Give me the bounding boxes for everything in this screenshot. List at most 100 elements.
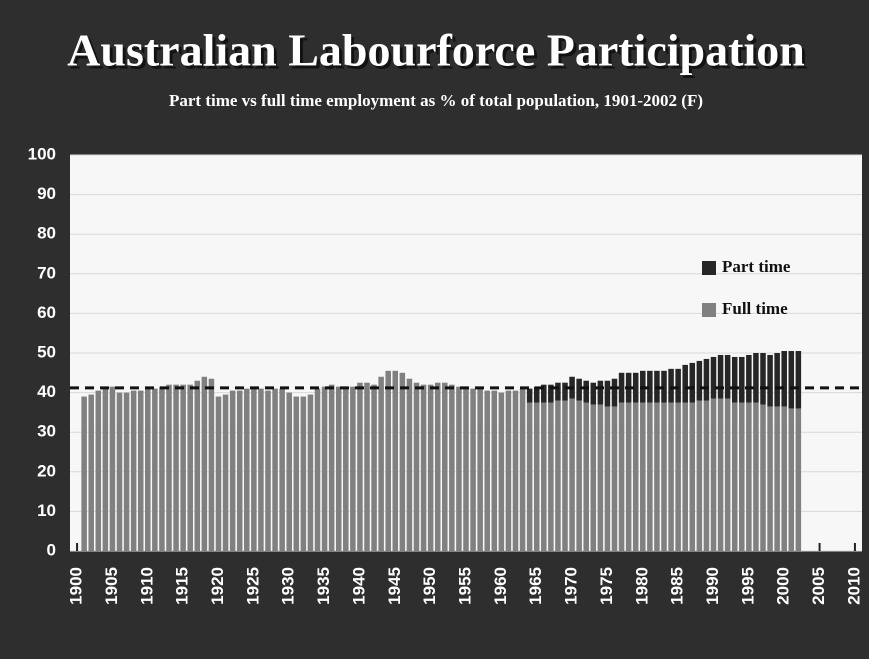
bar-segment xyxy=(434,382,441,551)
bar-segment xyxy=(102,388,109,551)
y-tick-label: 40 xyxy=(37,382,56,401)
bar-segment xyxy=(477,388,483,551)
y-tick-label: 80 xyxy=(37,224,56,243)
bar-segment xyxy=(724,398,731,551)
bar-segment xyxy=(774,353,780,407)
bar-segment xyxy=(95,390,102,551)
x-tick-label: 1965 xyxy=(526,567,545,605)
bar-segment xyxy=(781,351,787,407)
bar-segment xyxy=(590,404,597,551)
title-shadow: Australian Labourforce Participation xyxy=(70,28,808,79)
bar-segment xyxy=(456,386,462,551)
bar-segment xyxy=(88,394,94,551)
x-tick-label: 1945 xyxy=(385,567,404,605)
bar-segment xyxy=(654,402,660,551)
bar-segment xyxy=(541,384,547,403)
bar-segment xyxy=(753,353,759,403)
x-tick-label: 1975 xyxy=(597,567,616,605)
bar-segment xyxy=(576,400,582,551)
bar-segment xyxy=(682,402,688,551)
bar-segment xyxy=(251,388,257,551)
bar-segment xyxy=(286,392,292,551)
bar-segment xyxy=(739,356,745,403)
bar-segment xyxy=(795,408,802,551)
bar-segment xyxy=(385,370,391,551)
bar-segment xyxy=(364,382,370,551)
bar-segment xyxy=(109,386,116,551)
bar-segment xyxy=(300,396,307,551)
bar-segment xyxy=(611,378,618,407)
y-tick-label: 50 xyxy=(37,342,56,361)
bar-segment xyxy=(427,384,434,551)
bar-segment xyxy=(137,390,144,551)
bar-segment xyxy=(774,406,780,551)
x-tick-label: 1955 xyxy=(455,567,474,605)
bar-segment xyxy=(378,376,384,551)
bar-segment xyxy=(152,388,158,551)
bar-segment xyxy=(335,386,342,551)
bar-segment xyxy=(590,382,597,405)
legend-swatch xyxy=(702,303,716,317)
bar-segment xyxy=(187,384,193,551)
bar-segment xyxy=(597,404,604,551)
bar-segment xyxy=(116,392,123,551)
bar-segment xyxy=(562,400,568,551)
bar-segment xyxy=(208,378,215,551)
x-tick-label: 1990 xyxy=(703,567,722,605)
x-tick-label: 2005 xyxy=(809,567,828,605)
bar-segment xyxy=(526,388,533,403)
bar-segment xyxy=(194,380,201,551)
bar-segment xyxy=(491,390,498,551)
chart-subtitle: Part time vs full time employment as % o… xyxy=(169,91,703,110)
bar-segment xyxy=(420,384,427,551)
bar-segment xyxy=(236,390,243,551)
bar-segment xyxy=(470,388,476,551)
bar-segment xyxy=(632,372,639,403)
bar-segment xyxy=(512,390,519,551)
bar-segment xyxy=(604,380,611,407)
bar-segment xyxy=(449,384,455,551)
bar-segment xyxy=(215,396,222,551)
bar-segment xyxy=(350,386,356,551)
x-tick-label: 1935 xyxy=(314,567,333,605)
bar-segment xyxy=(159,386,165,551)
bar-segment xyxy=(357,382,363,551)
bar-segment xyxy=(668,368,674,403)
bar-segment xyxy=(576,378,582,401)
y-tick-label: 20 xyxy=(37,461,56,480)
bar-segment xyxy=(166,384,172,551)
x-tick-label: 1925 xyxy=(243,567,262,605)
bar-segment xyxy=(703,400,710,551)
x-tick-label: 1950 xyxy=(420,567,439,605)
bar-segment xyxy=(661,402,667,551)
bar-segment xyxy=(130,390,137,551)
bar-segment xyxy=(555,400,561,551)
bar-segment xyxy=(145,388,151,551)
bar-segment xyxy=(640,402,646,551)
bar-segment xyxy=(413,382,420,551)
bar-segment xyxy=(548,384,554,403)
bar-segment xyxy=(244,388,250,551)
bar-segment xyxy=(406,378,413,551)
bar-segment xyxy=(562,382,568,401)
bar-segment xyxy=(788,408,795,551)
bar-segment xyxy=(767,354,773,407)
bar-segment xyxy=(541,402,547,551)
bar-segment xyxy=(731,356,738,403)
bar-segment xyxy=(760,404,766,551)
bar-segment xyxy=(689,362,696,403)
bar-segment xyxy=(618,372,625,403)
x-tick-label: 1940 xyxy=(349,567,368,605)
bar-segment xyxy=(618,402,625,551)
legend-swatch xyxy=(702,261,716,275)
bar-segment xyxy=(272,388,278,551)
y-tick-label: 90 xyxy=(37,184,56,203)
x-tick-label: 1930 xyxy=(279,567,298,605)
legend-label: Full time xyxy=(722,299,788,318)
y-tick-label: 10 xyxy=(37,501,56,520)
bar-segment xyxy=(519,388,526,551)
x-tick-label: 1960 xyxy=(491,567,510,605)
bar-segment xyxy=(442,382,448,551)
